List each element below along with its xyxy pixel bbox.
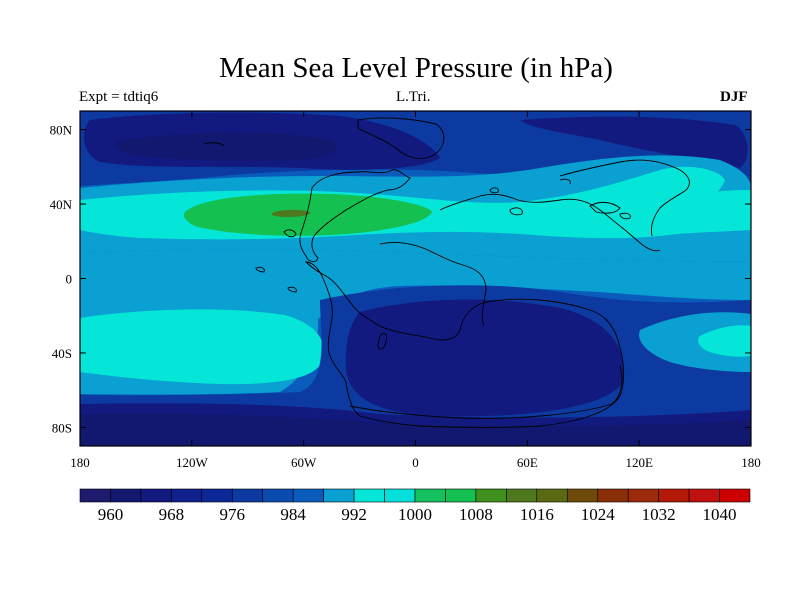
colorbar-swatch	[597, 488, 629, 503]
colorbar-swatch	[110, 488, 142, 503]
colorbar-swatch	[231, 488, 264, 503]
coast-islands-a	[283, 229, 297, 238]
colorbar-swatch	[536, 488, 568, 503]
field-polar-inner-belt	[80, 413, 751, 446]
pressure-field	[80, 111, 751, 446]
coast-islands-d	[559, 178, 571, 185]
colorbar-label: 1000	[398, 505, 432, 524]
colorbar-swatch	[414, 488, 446, 503]
coastlines	[203, 117, 690, 428]
y-tick-label: 80S	[52, 420, 72, 435]
colorbar-swatch	[506, 488, 538, 503]
coast-asia	[559, 159, 690, 237]
colorbar: 960 968 976 984 992 1000 1008 1016 1024 1032 1040	[79, 488, 751, 524]
coast-islands-j	[287, 286, 297, 293]
x-tick-label: 180	[741, 455, 761, 470]
colorbar-swatch	[719, 488, 751, 503]
x-tick-label: 60W	[291, 455, 317, 470]
y-tick-label: 80N	[50, 123, 73, 138]
colorbar-label: 1024	[581, 505, 616, 524]
coast-islands-g	[489, 187, 499, 194]
season-label: DJF	[720, 89, 748, 105]
coast-islands-f	[619, 212, 631, 220]
y-tick-label: 40S	[52, 346, 72, 361]
field-azores-high-peak	[183, 193, 432, 236]
colorbar-label: 976	[220, 505, 246, 524]
coast-north-america	[299, 169, 411, 263]
field-pacific-east-high	[688, 190, 751, 224]
colorbar-label: 960	[98, 505, 124, 524]
colorbar-swatch	[445, 488, 477, 503]
colorbar-label: 1016	[520, 505, 554, 524]
colorbar-swatch	[384, 488, 416, 503]
colorbar-label: 1008	[459, 505, 493, 524]
center-label: L.Tri.	[396, 89, 431, 105]
field-azores-high-center	[271, 209, 311, 217]
map-title: Mean Sea Level Pressure (in hPa)	[219, 52, 613, 84]
colorbar-swatch	[292, 488, 324, 503]
coast-greenland	[357, 117, 445, 159]
colorbar-swatch	[171, 488, 203, 503]
y-tick-label: 40N	[50, 197, 73, 212]
colorbar-label: 992	[341, 505, 367, 524]
colorbar-swatch	[140, 488, 172, 503]
axis-ticks: 180 120W 60W 0 60E 120E 180 80N 40N 0 40S 80S	[50, 111, 761, 470]
colorbar-swatch	[475, 488, 507, 503]
field-siberian-low	[520, 116, 748, 168]
colorbar-label: 1040	[703, 505, 737, 524]
colorbar-swatch	[658, 488, 690, 503]
x-tick-label: 0	[412, 455, 419, 470]
experiment-label: Expt = tdtiq6	[79, 89, 159, 105]
x-tick-label: 180	[70, 455, 90, 470]
field-antarctic-low	[345, 299, 624, 417]
coast-islands-c	[203, 142, 225, 147]
coast-europe	[439, 193, 661, 252]
colorbar-swatch	[262, 488, 294, 503]
colorbar-label: 1032	[642, 505, 676, 524]
colorbar-swatch	[201, 488, 233, 503]
colorbar-swatch	[688, 488, 720, 503]
colorbar-swatch	[353, 488, 385, 503]
colorbar-swatch	[323, 488, 355, 503]
colorbar-label: 984	[280, 505, 306, 524]
x-tick-label: 120E	[625, 455, 653, 470]
field-south-indian-high	[639, 312, 751, 372]
coast-antarctica	[349, 365, 623, 419]
field-south-indian-high-core	[697, 325, 751, 357]
field-deep-north-low	[115, 132, 336, 161]
x-tick-label: 120W	[176, 455, 209, 470]
coast-south-america	[304, 261, 625, 428]
coast-africa	[379, 241, 487, 327]
colorbar-swatch	[627, 488, 659, 503]
coast-islands-h	[509, 207, 523, 216]
field-south-pacific-high	[80, 309, 324, 385]
x-tick-label: 60E	[517, 455, 538, 470]
colorbar-swatch	[79, 488, 111, 503]
coast-islands-i	[255, 266, 265, 273]
coast-islands-b	[377, 332, 387, 350]
colorbar-label: 968	[159, 505, 185, 524]
coast-islands-e	[589, 201, 621, 214]
colorbar-swatch	[566, 488, 599, 503]
y-tick-label: 0	[66, 272, 73, 287]
